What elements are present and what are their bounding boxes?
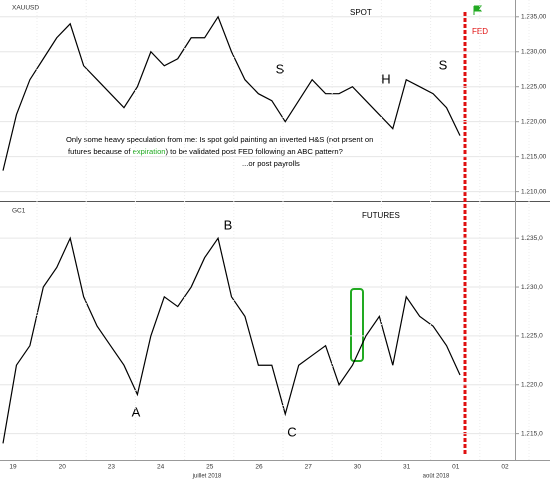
x-tick-label: 19 xyxy=(9,464,17,471)
note-part: ) to be validated post FED following an … xyxy=(166,147,343,156)
pattern-label: S xyxy=(439,57,448,72)
y-tick-label: 1.220,00 xyxy=(521,118,547,125)
y-tick-label: 1.210,00 xyxy=(521,188,547,195)
pattern-label: S xyxy=(276,61,285,76)
x-tick-label: 20 xyxy=(59,464,67,471)
x-tick-label: 02 xyxy=(501,464,509,471)
y-tick-label: 1.225,00 xyxy=(521,83,547,90)
y-tick-label: 1.230,00 xyxy=(521,48,547,55)
symbol-label: GC1 xyxy=(12,208,26,215)
x-tick-label: 26 xyxy=(255,464,263,471)
pattern-label: C xyxy=(287,424,296,439)
month-label: août 2018 xyxy=(423,474,450,480)
pattern-label: B xyxy=(224,217,233,232)
x-tick-label: 25 xyxy=(206,464,214,471)
x-tick-label: 31 xyxy=(403,464,411,471)
y-tick-label: 1.235,00 xyxy=(521,14,547,21)
month-label: juillet 2018 xyxy=(192,474,222,480)
pattern-label: H xyxy=(381,71,390,86)
y-tick-label: 1.235,0 xyxy=(521,235,543,242)
note-part: expiration xyxy=(133,147,166,156)
note-line: ...or post payrolls xyxy=(242,159,300,168)
symbol-label: XAUUSD xyxy=(12,5,39,12)
x-tick-label: 27 xyxy=(305,464,313,471)
note-line: Only some heavy speculation from me: Is … xyxy=(66,135,373,144)
panel-title: FUTURES xyxy=(362,211,400,220)
y-tick-label: 1.225,0 xyxy=(521,333,543,340)
note-part: futures because of xyxy=(68,147,133,156)
x-tick-label: 23 xyxy=(108,464,116,471)
y-tick-label: 1.230,0 xyxy=(521,284,543,291)
price-line xyxy=(2,15,461,171)
x-tick-label: 30 xyxy=(354,464,362,471)
y-tick-label: 1.215,0 xyxy=(521,430,543,437)
note-line: futures because of expiration) to be val… xyxy=(68,147,343,156)
panel-title: SPOT xyxy=(350,8,372,17)
price-line xyxy=(2,236,461,444)
y-tick-label: 1.220,0 xyxy=(521,381,543,388)
fed-label: FED xyxy=(472,27,488,36)
y-tick-label: 1.215,00 xyxy=(521,153,547,160)
x-tick-label: 24 xyxy=(157,464,165,471)
highlight-box xyxy=(350,288,364,362)
x-tick-label: 01 xyxy=(452,464,460,471)
flag-icon xyxy=(473,5,483,15)
pattern-label: A xyxy=(132,404,141,419)
